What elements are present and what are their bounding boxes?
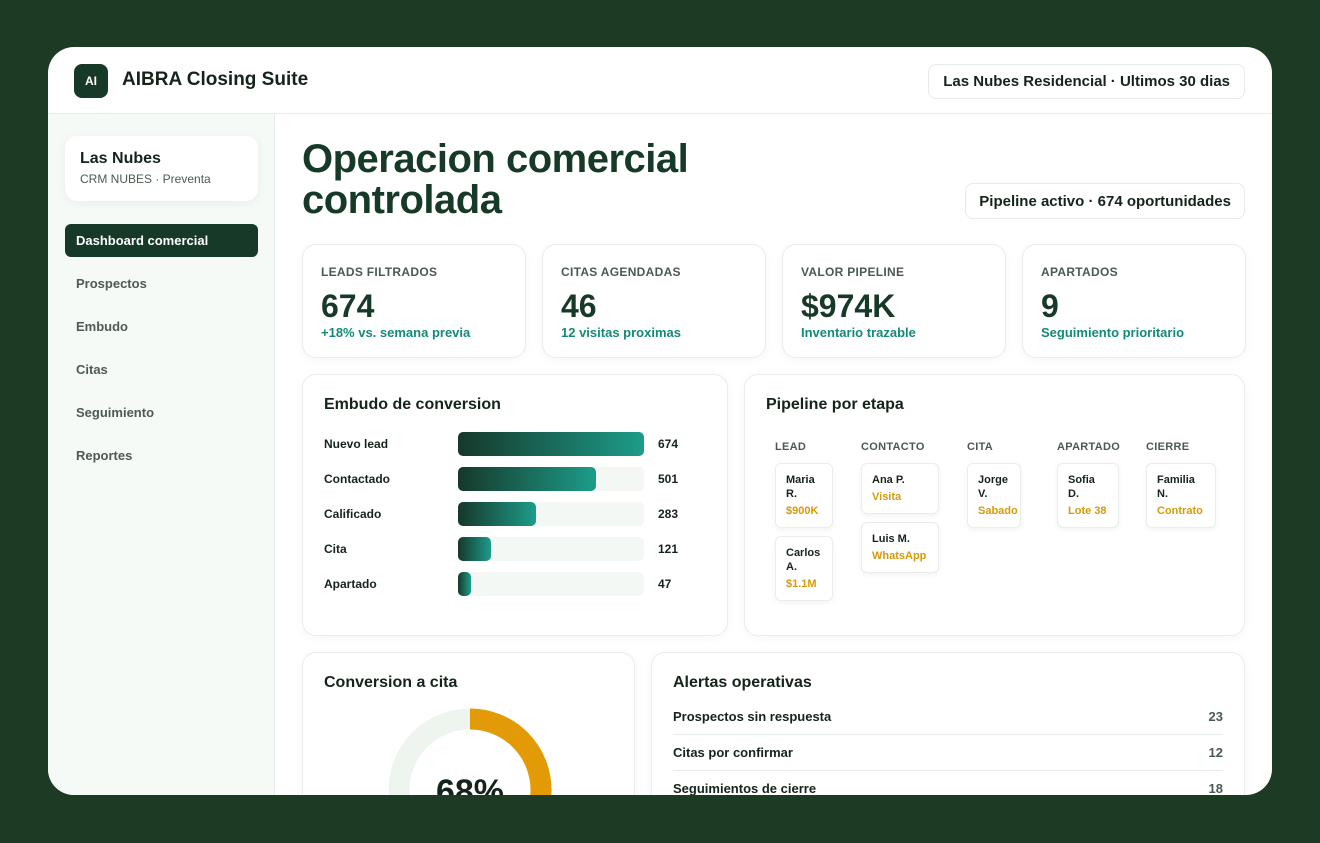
bar bbox=[458, 502, 537, 526]
alert-count: 18 bbox=[1208, 781, 1223, 795]
deal-card[interactable]: Carlos A. $1.1M bbox=[775, 536, 833, 601]
deal-detail: Lote 38 bbox=[1068, 505, 1107, 517]
kpi-label: APARTADOS bbox=[1041, 265, 1118, 279]
card-title: Embudo de conversion bbox=[324, 396, 501, 413]
stage-header: APARTADO bbox=[1057, 441, 1121, 453]
deal-card[interactable]: Jorge V. Sabado bbox=[967, 463, 1021, 528]
kpi-value: 674 bbox=[321, 288, 375, 324]
pipeline-badge: Pipeline activo · 674 oportunidades bbox=[965, 183, 1245, 219]
stage-value: 47 bbox=[658, 577, 672, 591]
deal-card[interactable]: Familia N. Contrato bbox=[1146, 463, 1216, 528]
kpi-value: $974K bbox=[801, 288, 896, 324]
page-title: Operacion comercial controlada bbox=[302, 137, 689, 222]
deal-name: Luis M. bbox=[872, 533, 910, 545]
nav-item[interactable]: Reportes bbox=[76, 448, 133, 463]
nav-item[interactable]: Prospectos bbox=[76, 276, 147, 291]
alert-count: 23 bbox=[1208, 709, 1223, 724]
alert-count: 12 bbox=[1208, 745, 1223, 760]
kpi-value: 46 bbox=[561, 288, 597, 324]
alert-row[interactable]: Citas por confirmar 12 bbox=[673, 735, 1223, 771]
stage-header: CITA bbox=[967, 441, 994, 453]
stage-header: CONTACTO bbox=[861, 441, 925, 453]
stage-label: Calificado bbox=[324, 507, 382, 521]
deal-detail: $900K bbox=[786, 505, 819, 517]
deal-detail: Visita bbox=[872, 491, 902, 503]
kpi-card: APARTADOS 9 Seguimiento prioritario bbox=[1022, 244, 1246, 358]
main: Operacion comercial controlada Pipeline … bbox=[275, 114, 1272, 795]
kpi-note: +18% vs. semana previa bbox=[321, 325, 471, 340]
sidebar: Las Nubes CRM NUBES · Preventa Dashboard… bbox=[48, 114, 275, 795]
stage-label: Apartado bbox=[324, 577, 377, 591]
deal-card[interactable]: Maria R. $900K bbox=[775, 463, 833, 528]
header: AI AIBRA Closing Suite Las Nubes Residen… bbox=[48, 47, 1272, 114]
stage-value: 121 bbox=[658, 542, 679, 556]
stage-header: CIERRE bbox=[1146, 441, 1190, 453]
alert-label: Citas por confirmar bbox=[673, 745, 793, 760]
alert-label: Prospectos sin respuesta bbox=[673, 709, 832, 724]
kpi-card: LEADS FILTRADOS 674 +18% vs. semana previa bbox=[302, 244, 526, 358]
deal-name: Carlos A. bbox=[786, 547, 821, 573]
donut-label: 68% bbox=[436, 773, 504, 795]
alerts-card: Alertas operativas Prospectos sin respue… bbox=[651, 652, 1245, 795]
kpi-note: Seguimiento prioritario bbox=[1041, 325, 1185, 340]
bar-track bbox=[458, 572, 644, 596]
stage-label: Nuevo lead bbox=[324, 437, 389, 451]
kpi-label: LEADS FILTRADOS bbox=[321, 265, 438, 279]
conversion-card: Conversion a cita 68% bbox=[302, 652, 635, 795]
deal-detail: Contrato bbox=[1157, 505, 1203, 517]
bar bbox=[458, 432, 644, 456]
stage-value: 501 bbox=[658, 472, 679, 486]
donut-arc bbox=[388, 708, 552, 795]
nav-item[interactable]: Dashboard comercial bbox=[65, 224, 258, 257]
funnel-card: Embudo de conversion Nuevo lead 674 Contac… bbox=[302, 374, 728, 636]
deal-card[interactable]: Luis M. WhatsApp bbox=[861, 522, 939, 573]
deal-detail: $1.1M bbox=[786, 578, 817, 590]
kpi-card: CITAS AGENDADAS 46 12 visitas proximas bbox=[542, 244, 766, 358]
nav-item[interactable]: Seguimiento bbox=[76, 405, 155, 420]
app-title: AIBRA Closing Suite bbox=[122, 69, 309, 90]
kpi-value: 9 bbox=[1041, 288, 1059, 324]
donut: 68% bbox=[388, 708, 552, 795]
stage-label: Contactado bbox=[324, 472, 390, 486]
deal-name: Jorge V. bbox=[978, 474, 1008, 500]
logo: AI bbox=[74, 64, 108, 98]
kpi-label: CITAS AGENDADAS bbox=[561, 265, 681, 279]
bar bbox=[458, 537, 492, 561]
project-subtitle: CRM NUBES · Preventa bbox=[80, 172, 211, 186]
alert-row[interactable]: Seguimientos de cierre 18 bbox=[673, 771, 1223, 795]
kpi-note: Inventario trazable bbox=[801, 325, 916, 340]
bar bbox=[458, 572, 471, 596]
nav-item[interactable]: Citas bbox=[76, 362, 108, 377]
alert-row[interactable]: Prospectos sin respuesta 23 bbox=[673, 699, 1223, 735]
nav-item[interactable]: Embudo bbox=[76, 319, 128, 334]
deal-name: Ana P. bbox=[872, 474, 905, 486]
deal-card[interactable]: Ana P. Visita bbox=[861, 463, 939, 514]
bar bbox=[458, 467, 597, 491]
context-selector[interactable]: Las Nubes Residencial · Ultimos 30 dias bbox=[928, 64, 1245, 99]
project-name: Las Nubes bbox=[80, 150, 161, 167]
app-window: AI AIBRA Closing Suite Las Nubes Residen… bbox=[48, 47, 1272, 795]
deal-detail: Sabado bbox=[978, 505, 1018, 517]
card-title: Pipeline por etapa bbox=[766, 396, 904, 413]
stage-header: LEAD bbox=[775, 441, 807, 453]
deal-detail: WhatsApp bbox=[872, 550, 927, 562]
stage-value: 283 bbox=[658, 507, 679, 521]
card-title: Alertas operativas bbox=[673, 674, 812, 691]
deal-name: Familia N. bbox=[1157, 474, 1195, 500]
card-title: Conversion a cita bbox=[324, 674, 458, 691]
kpi-card: VALOR PIPELINE $974K Inventario trazable bbox=[782, 244, 1006, 358]
stage-label: Cita bbox=[324, 542, 347, 556]
kpi-note: 12 visitas proximas bbox=[561, 325, 681, 340]
deal-name: Maria R. bbox=[786, 474, 815, 500]
project-card[interactable]: Las Nubes CRM NUBES · Preventa bbox=[65, 136, 258, 201]
pipeline-card: Pipeline por etapa LEAD Maria R. $900K Carl… bbox=[744, 374, 1245, 636]
deal-name: Sofia D. bbox=[1068, 474, 1095, 500]
stage-value: 674 bbox=[658, 437, 679, 451]
kpi-label: VALOR PIPELINE bbox=[801, 265, 905, 279]
alert-label: Seguimientos de cierre bbox=[673, 781, 817, 795]
deal-card[interactable]: Sofia D. Lote 38 bbox=[1057, 463, 1119, 528]
